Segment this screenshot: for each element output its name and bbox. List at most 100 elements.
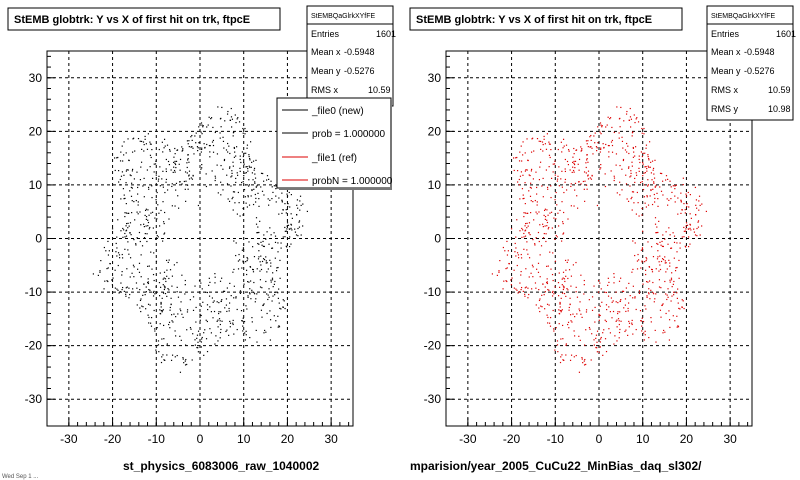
right-point — [522, 229, 524, 231]
right-point — [572, 161, 574, 164]
right-point — [592, 153, 594, 155]
right-point — [531, 138, 533, 140]
right-point — [595, 346, 597, 349]
left-point — [105, 250, 107, 252]
right-point — [569, 314, 572, 316]
right-point — [593, 135, 595, 137]
right-point — [629, 116, 632, 118]
right-point — [569, 303, 571, 306]
right-point — [571, 321, 573, 323]
right-point — [667, 243, 669, 245]
right-point — [530, 170, 533, 172]
right-title: StEMB globtrk: Y vs X of first hit on tr… — [416, 14, 652, 26]
left-point — [237, 191, 239, 194]
left-point — [117, 252, 120, 254]
left-point — [188, 140, 190, 142]
right-point — [524, 170, 526, 172]
left-point — [166, 275, 168, 277]
right-point — [563, 145, 565, 147]
right-point — [612, 300, 614, 302]
right-point — [619, 126, 621, 128]
left-point — [137, 204, 139, 206]
left-point — [148, 322, 150, 324]
left-point — [274, 257, 276, 259]
left-point — [153, 171, 155, 173]
right-point — [698, 209, 700, 211]
right-point — [654, 329, 656, 332]
right-point — [585, 166, 587, 169]
right-point — [677, 288, 679, 290]
left-point — [279, 277, 281, 279]
left-point — [200, 151, 202, 153]
right-point — [596, 330, 599, 332]
right-point — [627, 167, 630, 169]
right-point — [591, 296, 594, 298]
left-point — [142, 294, 144, 296]
right-point — [573, 205, 575, 207]
right-point — [560, 338, 562, 340]
left-point — [118, 254, 121, 256]
left-point — [199, 314, 201, 317]
left-point — [228, 307, 230, 310]
left-point — [131, 272, 133, 274]
right-point — [645, 256, 647, 259]
left-point — [200, 131, 202, 133]
right-point — [522, 290, 524, 292]
right-point — [683, 230, 685, 232]
right-point — [641, 317, 643, 319]
left-point — [266, 175, 269, 177]
right-point — [641, 247, 644, 249]
left-point — [232, 135, 234, 137]
left-point — [153, 163, 155, 165]
right-point — [537, 262, 540, 264]
right-point — [659, 268, 662, 271]
left-point — [120, 151, 122, 153]
right-point — [575, 354, 577, 357]
left-point — [161, 338, 163, 340]
right-point — [620, 299, 622, 301]
right-point — [653, 173, 655, 175]
right-point — [524, 203, 526, 205]
left-panel: StEMB globtrk: Y vs X of first hit on tr… — [2, 5, 396, 480]
right-point — [626, 110, 628, 113]
left-point — [158, 225, 161, 227]
left-point — [184, 171, 187, 173]
left-point — [138, 231, 141, 234]
right-point — [660, 190, 663, 192]
left-point — [186, 162, 188, 164]
right-ytick-label-4: 10 — [428, 178, 442, 192]
left-stats-label-0: Entries — [311, 29, 340, 39]
right-point — [562, 138, 565, 140]
right-point — [518, 257, 520, 259]
right-point — [550, 268, 552, 270]
right-point — [593, 344, 595, 346]
right-point — [674, 320, 676, 322]
left-point — [257, 226, 259, 228]
right-point — [556, 344, 559, 346]
right-point — [591, 309, 594, 311]
left-point — [217, 106, 219, 108]
right-point — [523, 232, 525, 235]
right-point — [566, 160, 569, 163]
right-point — [643, 184, 646, 186]
right-point — [611, 144, 614, 147]
left-point — [163, 324, 165, 327]
right-point — [611, 151, 614, 153]
right-point — [560, 141, 562, 143]
left-point — [131, 200, 133, 202]
left-point — [255, 201, 257, 203]
left-point — [246, 166, 248, 168]
right-point — [552, 290, 554, 293]
left-point — [220, 300, 222, 303]
right-point — [588, 299, 590, 301]
right-point — [647, 185, 649, 187]
right-point — [557, 351, 559, 353]
left-point — [148, 265, 150, 267]
left-point — [271, 247, 273, 249]
right-point — [539, 254, 541, 256]
right-point — [646, 168, 648, 170]
left-point — [165, 158, 167, 161]
right-point — [605, 350, 608, 353]
left-point — [241, 249, 243, 251]
right-point — [622, 290, 625, 292]
